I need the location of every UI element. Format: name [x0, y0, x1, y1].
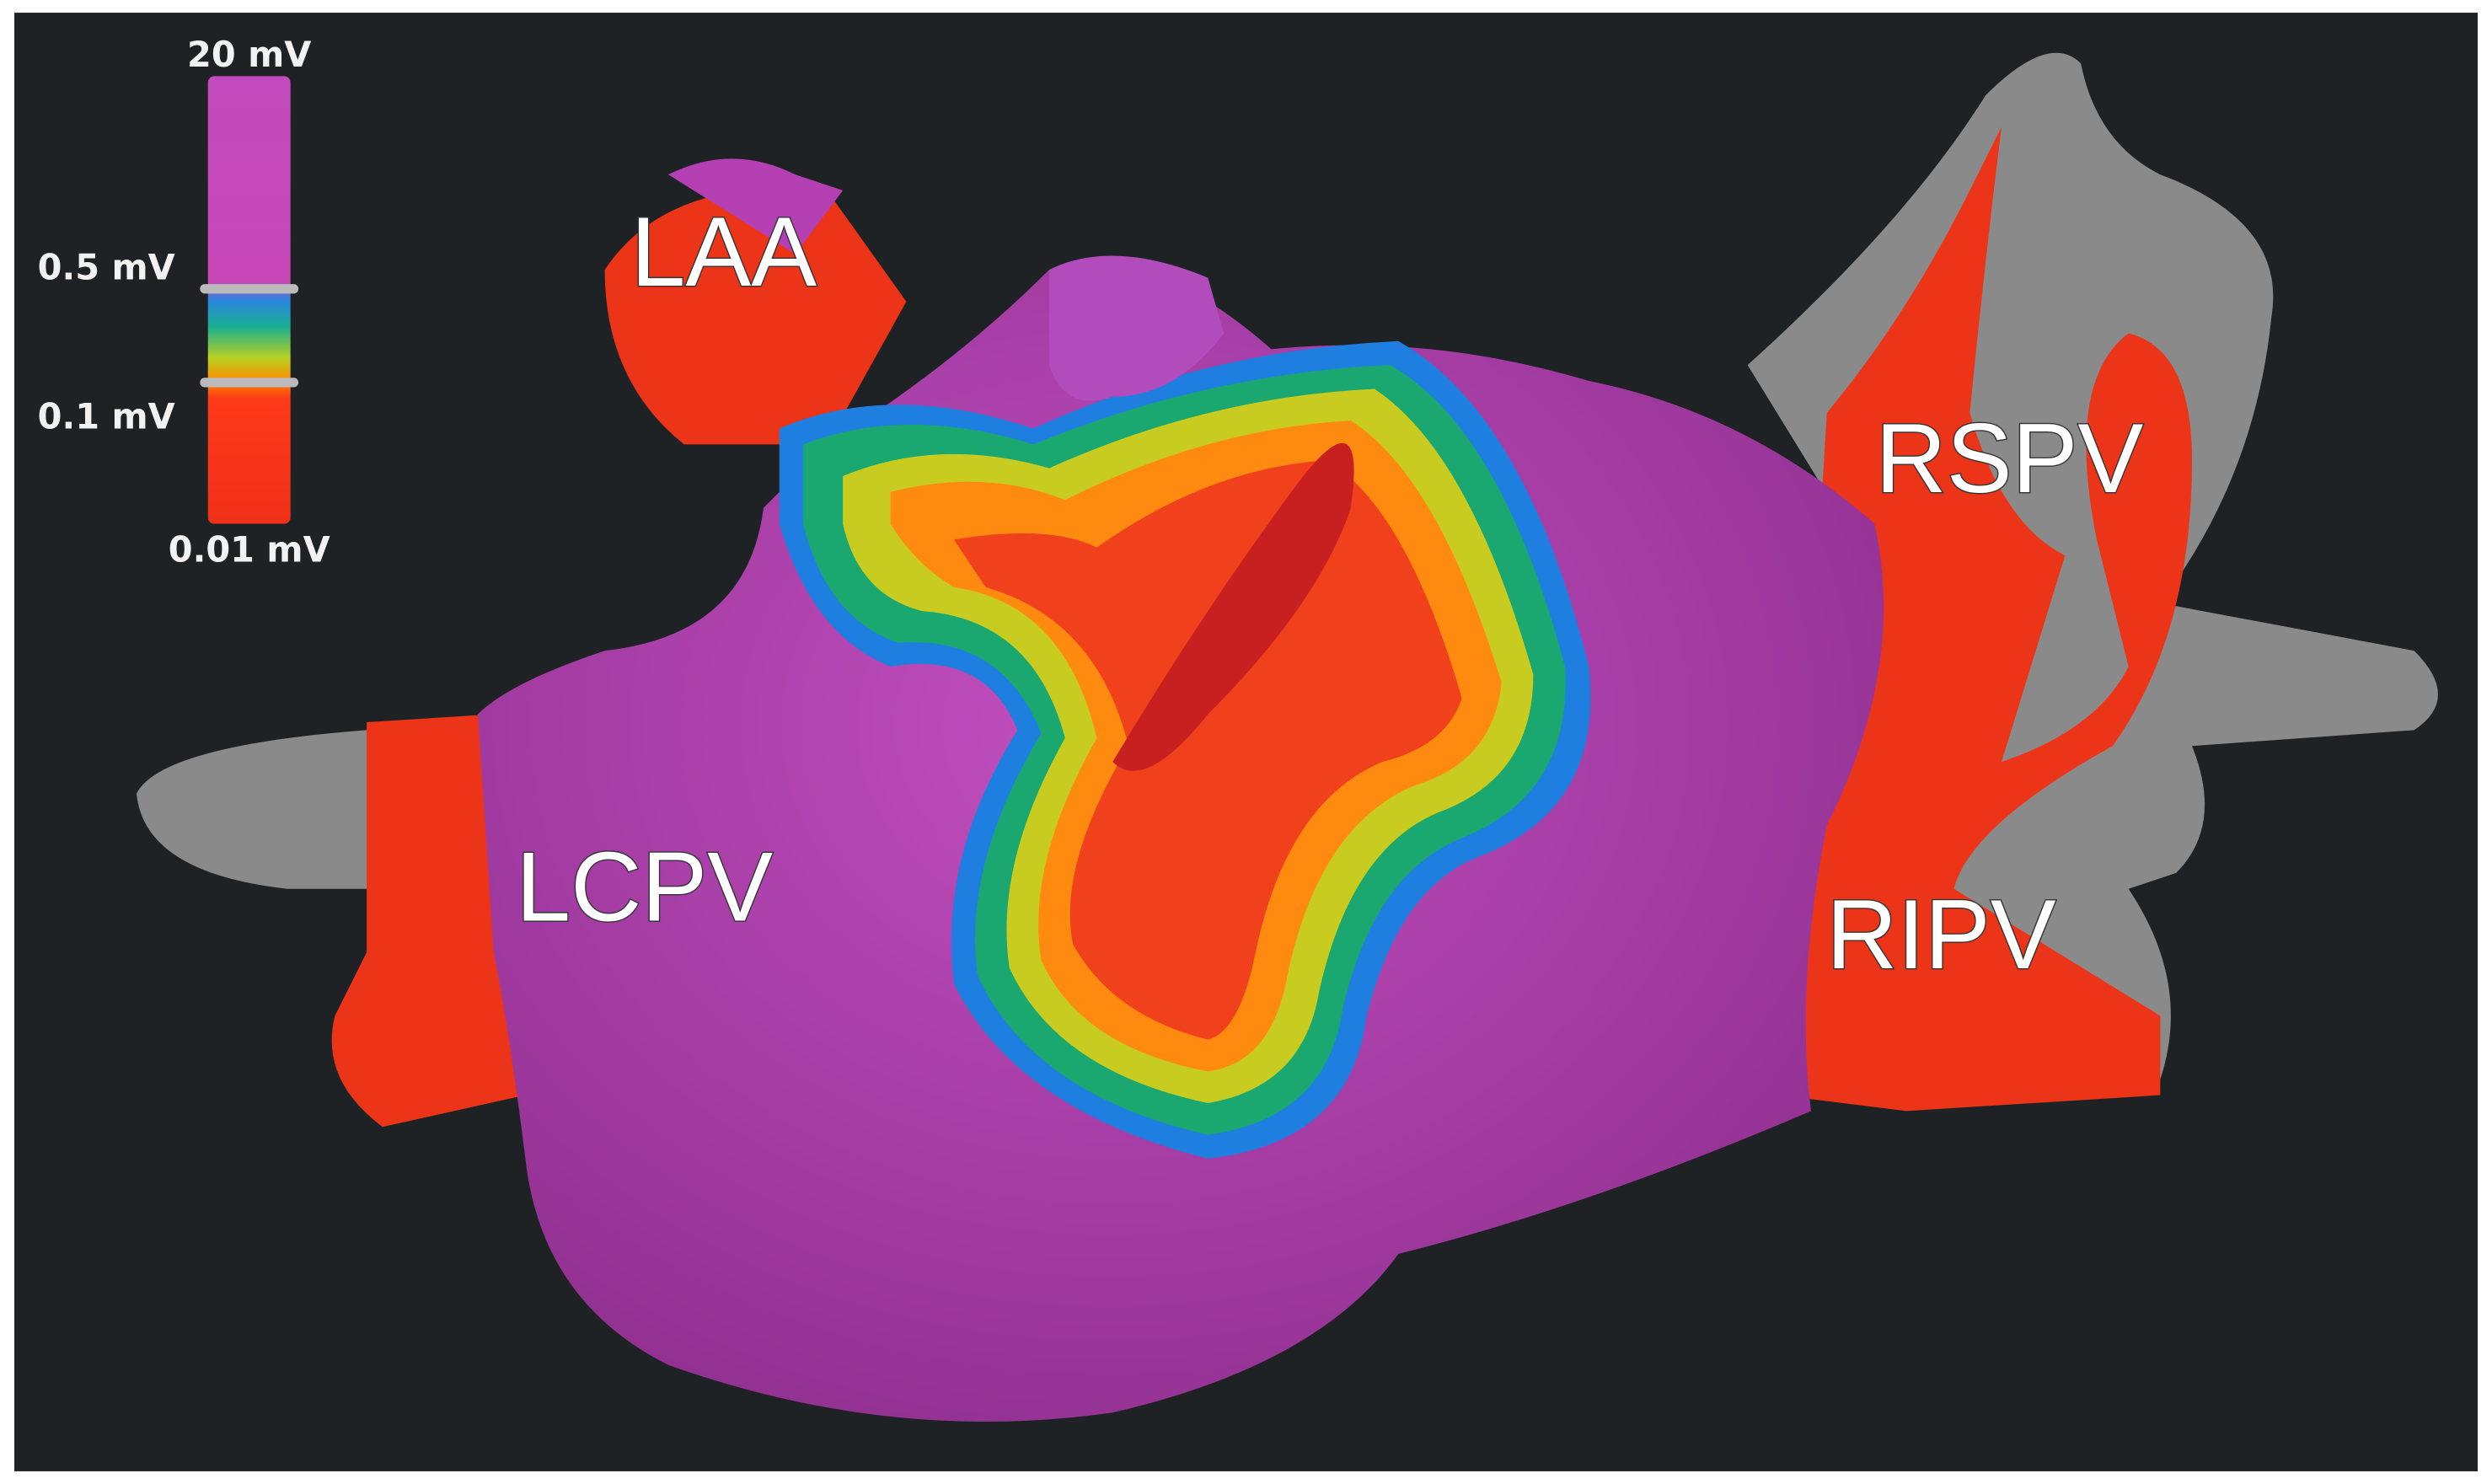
legend-bar — [207, 76, 291, 524]
threshold-marker — [200, 378, 299, 388]
region-label: RIPV — [1826, 879, 2056, 989]
patch — [1048, 255, 1225, 401]
legend-label: 0.5 mV — [38, 247, 175, 287]
region-label: LAA — [631, 196, 817, 307]
red-areas — [331, 126, 2193, 1128]
legend-label: 0.1 mV — [38, 397, 175, 437]
legend: 20 mV 0.5 mV 0.1 mV 0.01 mV — [38, 35, 330, 571]
scar — [779, 340, 1591, 1159]
region-label: RSPV — [1875, 403, 2143, 513]
appendage — [667, 158, 844, 254]
legend-label: 20 mV — [187, 35, 311, 75]
threshold-marker — [200, 284, 299, 294]
region-label: LCPV — [516, 831, 773, 941]
legend-label: 0.01 mV — [169, 530, 330, 571]
